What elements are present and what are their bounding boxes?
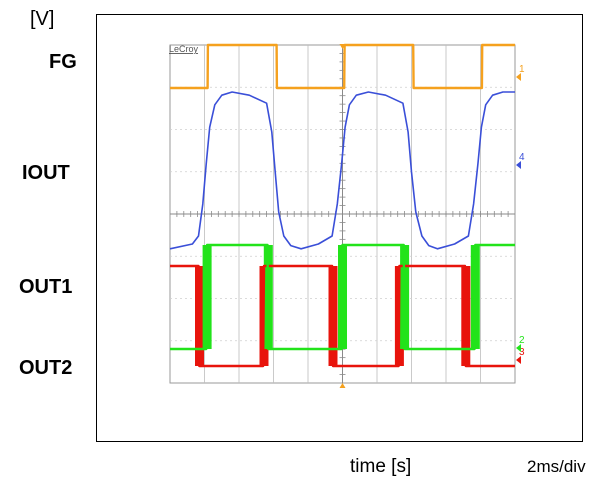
plot-frame: [96, 14, 583, 442]
trace-out2: [170, 243, 515, 351]
marker-arrow-out2: [516, 344, 521, 352]
trace-fg: [170, 43, 515, 90]
channel-label-out2: OUT2: [19, 357, 73, 379]
traces: [169, 43, 515, 368]
channel-label-out1: OUT1: [19, 276, 73, 298]
x-axis-label: time [s]: [350, 456, 412, 477]
marker-label-iout: 4: [519, 152, 525, 163]
trace-iout: [169, 91, 515, 250]
y-unit-label: [V]: [30, 8, 55, 30]
channel-label-fg: FG: [49, 51, 77, 73]
channel-label-iout: IOUT: [22, 162, 70, 184]
time-per-div-label: 2ms/div: [527, 457, 586, 476]
marker-label-out1: 3: [519, 347, 525, 358]
marker-arrow-iout: [516, 161, 521, 169]
marker-label-fg: 1: [519, 64, 525, 75]
channel-markers: 1 4 32: [516, 64, 525, 364]
marker-arrow-fg: [516, 73, 521, 81]
trigger-marker-bottom: [339, 383, 346, 388]
marker-arrow-out1: [516, 356, 521, 364]
marker-label-out2: 2: [519, 335, 525, 346]
scope-brand-label: LeCroy: [169, 44, 199, 54]
